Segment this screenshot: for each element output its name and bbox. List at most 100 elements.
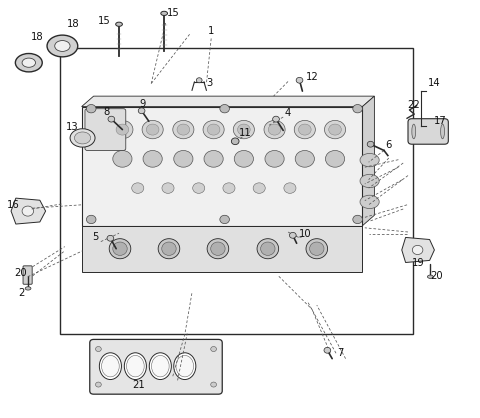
Circle shape <box>299 124 311 135</box>
Ellipse shape <box>102 355 119 377</box>
Ellipse shape <box>257 239 279 259</box>
Circle shape <box>295 150 314 167</box>
Text: 12: 12 <box>306 72 318 82</box>
Circle shape <box>268 124 281 135</box>
Circle shape <box>294 120 315 139</box>
Ellipse shape <box>412 124 416 139</box>
Text: 15: 15 <box>98 16 111 26</box>
Ellipse shape <box>124 353 146 380</box>
Text: 17: 17 <box>434 116 447 126</box>
Polygon shape <box>11 198 46 224</box>
Ellipse shape <box>360 174 379 188</box>
Circle shape <box>203 120 224 139</box>
Text: 15: 15 <box>167 8 179 18</box>
Ellipse shape <box>47 35 78 57</box>
Text: 9: 9 <box>140 99 146 109</box>
Circle shape <box>284 183 296 194</box>
Circle shape <box>108 116 115 122</box>
Circle shape <box>113 150 132 167</box>
Circle shape <box>265 150 284 167</box>
Text: 11: 11 <box>239 128 251 138</box>
Ellipse shape <box>441 124 444 139</box>
Circle shape <box>296 77 303 83</box>
Circle shape <box>192 183 205 194</box>
Text: 13: 13 <box>66 122 78 133</box>
Circle shape <box>367 141 374 147</box>
Ellipse shape <box>152 355 169 377</box>
Circle shape <box>234 150 253 167</box>
Circle shape <box>174 150 193 167</box>
Ellipse shape <box>74 132 91 144</box>
Circle shape <box>146 124 159 135</box>
Polygon shape <box>82 96 374 107</box>
Circle shape <box>324 120 346 139</box>
Polygon shape <box>82 226 362 272</box>
Ellipse shape <box>176 355 193 377</box>
Circle shape <box>273 116 279 122</box>
Circle shape <box>207 124 220 135</box>
Circle shape <box>107 235 114 241</box>
Circle shape <box>211 382 216 387</box>
Bar <box>60 48 413 334</box>
Ellipse shape <box>360 195 379 209</box>
Text: 10: 10 <box>299 229 312 239</box>
Ellipse shape <box>207 239 229 259</box>
Circle shape <box>112 120 133 139</box>
Text: 14: 14 <box>428 78 441 88</box>
Ellipse shape <box>99 353 121 380</box>
Polygon shape <box>362 96 374 226</box>
Circle shape <box>162 183 174 194</box>
Circle shape <box>324 347 331 353</box>
Circle shape <box>132 183 144 194</box>
Text: 18: 18 <box>67 19 79 29</box>
Text: 7: 7 <box>337 348 344 358</box>
Text: 1: 1 <box>208 26 215 36</box>
Ellipse shape <box>162 242 176 255</box>
Text: 4: 4 <box>285 108 291 118</box>
Circle shape <box>173 120 194 139</box>
Ellipse shape <box>70 129 95 147</box>
Circle shape <box>116 124 129 135</box>
Ellipse shape <box>25 287 31 290</box>
Ellipse shape <box>427 275 433 278</box>
Text: 18: 18 <box>31 32 44 42</box>
Circle shape <box>86 215 96 224</box>
FancyBboxPatch shape <box>23 266 32 284</box>
Circle shape <box>196 78 202 83</box>
Text: 3: 3 <box>206 78 213 88</box>
Circle shape <box>211 347 216 352</box>
Circle shape <box>329 124 341 135</box>
Circle shape <box>289 232 296 238</box>
Circle shape <box>353 215 362 224</box>
Text: 20: 20 <box>14 268 26 278</box>
Circle shape <box>238 124 250 135</box>
Text: 6: 6 <box>385 140 392 150</box>
Ellipse shape <box>22 58 36 67</box>
Text: 21: 21 <box>132 380 144 390</box>
Circle shape <box>233 120 254 139</box>
Text: 20: 20 <box>431 271 443 281</box>
Circle shape <box>220 215 229 224</box>
Circle shape <box>220 104 229 113</box>
Text: 5: 5 <box>92 232 98 242</box>
Ellipse shape <box>310 242 324 255</box>
Circle shape <box>353 104 362 113</box>
Ellipse shape <box>127 355 144 377</box>
Ellipse shape <box>55 41 70 51</box>
Circle shape <box>253 183 265 194</box>
Ellipse shape <box>261 242 275 255</box>
Text: 8: 8 <box>103 107 110 117</box>
Ellipse shape <box>360 153 379 167</box>
Ellipse shape <box>113 242 127 255</box>
Circle shape <box>143 150 162 167</box>
Polygon shape <box>402 237 434 263</box>
Circle shape <box>412 245 423 255</box>
Ellipse shape <box>109 239 131 259</box>
FancyBboxPatch shape <box>90 339 222 394</box>
Ellipse shape <box>174 353 196 380</box>
Circle shape <box>138 108 145 114</box>
Circle shape <box>231 138 239 145</box>
Ellipse shape <box>211 242 225 255</box>
Circle shape <box>177 124 190 135</box>
Circle shape <box>142 120 163 139</box>
